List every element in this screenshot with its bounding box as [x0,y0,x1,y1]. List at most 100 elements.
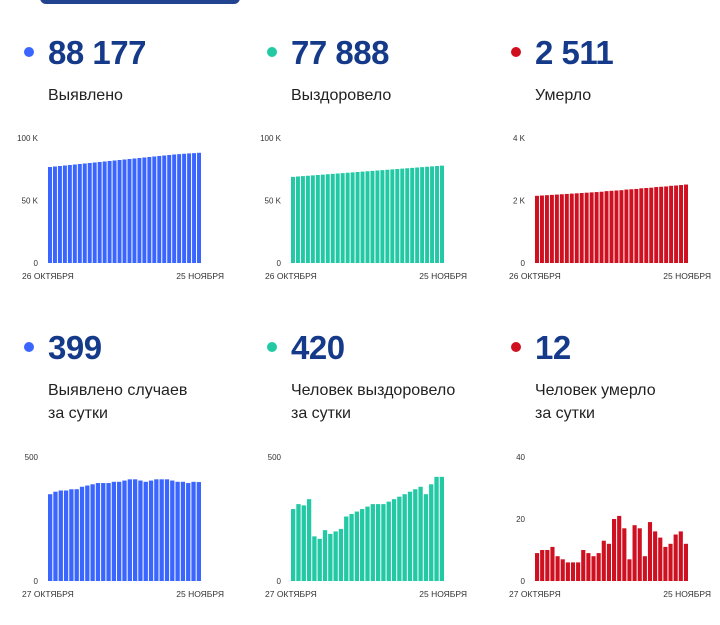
title-strip [40,0,240,4]
bar [609,190,614,263]
bar [301,505,306,581]
bar [637,528,642,581]
stat-label: Выявлено случаев [48,382,188,399]
stat-panel: 2 511 Умерло 0 2 K 4 K 26 ОКТЯБРЯ 25 НОЯБРЯ [487,30,720,330]
bar [122,480,127,581]
bar [291,176,295,264]
bar [668,543,673,581]
bar [340,173,345,264]
bar [186,483,191,581]
bar [410,167,415,264]
bar [196,482,201,581]
x-start-label: 26 ОКТЯБРЯ [509,271,561,281]
bar [296,504,301,581]
x-end-label: 25 НОЯБРЯ [663,589,711,599]
stat-label-line2: за сутки [48,405,108,422]
bar [295,176,300,263]
bar [132,479,138,581]
bar [579,193,584,263]
bar [92,162,97,263]
bar [67,165,72,263]
bar [402,494,407,581]
bar [354,511,360,581]
stat-label-line2: за сутки [291,405,351,422]
bar [550,546,555,581]
bar [142,157,147,263]
bar [157,156,162,263]
bar [177,154,182,264]
bar [669,185,674,263]
bar [535,553,540,581]
bar [197,152,201,263]
bar [622,528,627,581]
bar [679,185,684,263]
bar [596,553,601,581]
bar [167,155,172,263]
legend-dot-icon [24,47,34,57]
y-tick-label: 50 K [265,197,282,206]
bar [407,491,413,581]
bar [345,172,350,263]
bar [317,538,322,581]
bar [58,490,63,581]
bar [540,550,545,581]
bar [430,166,435,264]
bar [291,509,296,581]
bar [554,194,559,263]
bar [306,499,312,581]
y-tick-label: 0 [521,259,526,268]
x-start-label: 27 ОКТЯБРЯ [22,589,74,599]
bar [375,504,381,581]
bar [164,479,170,581]
stat-label-line2: за сутки [535,405,595,422]
stat-value: 12 [535,329,571,366]
bar [555,556,560,581]
y-tick-label: 0 [34,259,39,268]
bar-chart: 0 500 27 ОКТЯБРЯ 25 НОЯБРЯ [265,453,467,599]
bar [619,190,624,263]
bar [77,164,82,263]
bar [349,514,354,581]
bar [159,479,164,581]
bar [57,166,62,263]
bar-chart: 0 2 K 4 K 26 ОКТЯБРЯ 25 НОЯБРЯ [509,134,711,281]
stat-value: 2 511 [535,34,614,71]
bar [48,167,52,263]
bar [420,167,425,264]
x-start-label: 27 ОКТЯБРЯ [265,589,317,599]
bar [545,550,550,581]
bar [360,171,365,264]
bar [305,175,310,263]
bar [381,504,386,581]
bar [684,184,688,263]
bar [418,486,423,581]
bar [423,494,429,581]
bar [328,533,333,581]
bar [82,163,87,263]
bar [400,168,405,264]
bar [72,164,77,263]
stat-label: Человек умерло [535,382,656,399]
bar [647,522,653,581]
bar [604,191,609,264]
bar [601,540,606,581]
bar [182,153,187,263]
bar [649,187,654,263]
bar [312,536,317,581]
bar [191,481,196,581]
bar [90,484,95,581]
y-tick-label: 0 [277,259,282,268]
bar [654,187,659,263]
stat-value: 420 [291,329,345,366]
bar [612,519,617,581]
bar [101,483,106,581]
bar [391,499,397,581]
bar [127,159,132,263]
bar [576,562,581,581]
bar [617,515,622,581]
bar [629,189,634,263]
bar [415,167,420,263]
bar-chart: 0 500 27 ОКТЯБРЯ 25 НОЯБРЯ [22,453,224,599]
bar [132,158,137,263]
bar [395,169,400,263]
